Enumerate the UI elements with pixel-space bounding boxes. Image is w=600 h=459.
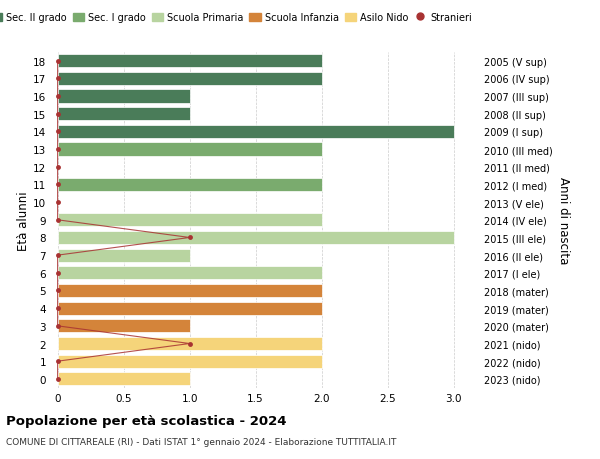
Bar (58, 73, 322, 86)
Bar (58, 125, 454, 139)
Bar (58, 231, 454, 245)
Bar (58, 108, 190, 121)
Bar (58, 143, 322, 157)
Bar (58, 302, 322, 315)
Bar (58, 355, 322, 368)
Bar (58, 90, 190, 103)
Bar (58, 267, 322, 280)
Bar (58, 319, 190, 333)
Bar (58, 214, 322, 227)
Bar (58, 337, 322, 350)
Text: Popolazione per età scolastica - 2024: Popolazione per età scolastica - 2024 (6, 414, 287, 427)
Y-axis label: Anni di nascita: Anni di nascita (557, 177, 569, 264)
Bar (58, 284, 322, 297)
Y-axis label: Età alunni: Età alunni (17, 190, 30, 250)
Bar (58, 55, 322, 68)
Bar (58, 249, 190, 262)
Bar (58, 372, 190, 386)
Bar (58, 179, 322, 192)
Legend: Sec. II grado, Sec. I grado, Scuola Primaria, Scuola Infanzia, Asilo Nido, Stran: Sec. II grado, Sec. I grado, Scuola Prim… (0, 9, 476, 27)
Text: COMUNE DI CITTAREALE (RI) - Dati ISTAT 1° gennaio 2024 - Elaborazione TUTTITALIA: COMUNE DI CITTAREALE (RI) - Dati ISTAT 1… (6, 437, 397, 446)
